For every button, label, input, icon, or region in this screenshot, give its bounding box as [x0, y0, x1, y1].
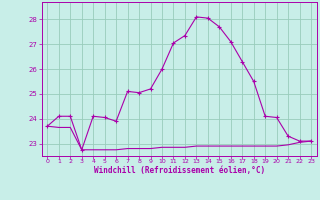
- X-axis label: Windchill (Refroidissement éolien,°C): Windchill (Refroidissement éolien,°C): [94, 166, 265, 175]
